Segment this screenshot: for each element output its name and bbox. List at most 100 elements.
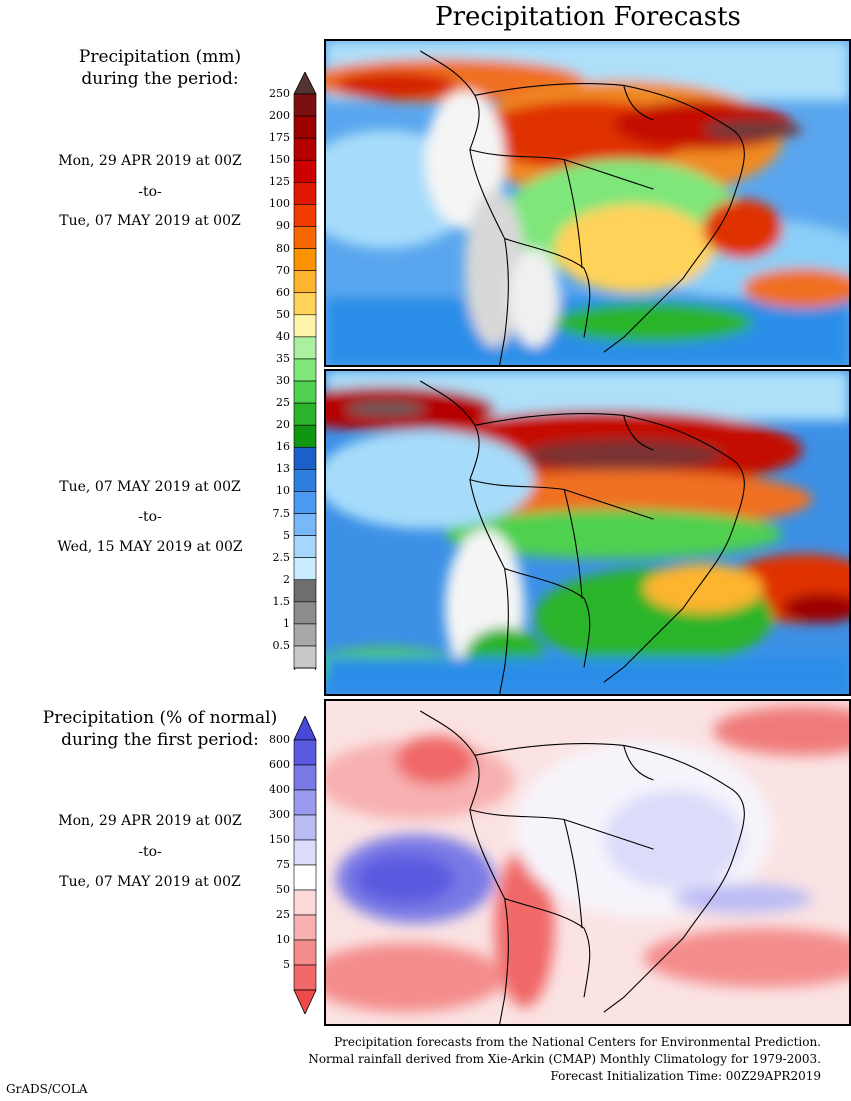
precip-colorbar-tick-label: 13: [276, 462, 290, 476]
anomaly-colorbar-tick-label: 5: [283, 958, 290, 971]
precip-colorbar-swatch: [293, 491, 317, 514]
period2-end: Wed, 15 MAY 2019 at 00Z: [57, 539, 243, 555]
precip-colorbar-swatch: [293, 292, 317, 316]
precip-colorbar-bottom-arrow: [293, 667, 317, 670]
anomaly-colorbar-swatch: [293, 789, 317, 816]
precip-colorbar-swatch: [293, 601, 317, 625]
footnote-line1: Precipitation forecasts from the Nationa…: [334, 1035, 821, 1049]
precip-colorbar-swatch: [293, 380, 317, 404]
period1-start: Mon, 29 APR 2019 at 00Z: [58, 153, 242, 169]
precip-colorbar-swatch: [293, 159, 317, 183]
precip-colorbar-swatch: [293, 204, 317, 227]
precip-colorbar-swatch: [293, 645, 317, 669]
anomaly-heading-line2: during the first period:: [61, 730, 259, 750]
precip-colorbar-swatch: [293, 623, 317, 647]
precip-colorbar-tick-label: 0.5: [272, 639, 291, 652]
precip-colorbar-tick-label: 30: [276, 374, 290, 388]
precip-colorbar-swatch: [293, 513, 317, 536]
anomaly-colorbar-swatch: [293, 814, 317, 841]
anomaly-colorbar-tick-label: 300: [269, 808, 290, 821]
precip-colorbar-tick-label: 150: [269, 153, 290, 167]
anomaly-colorbar-swatch: [293, 964, 317, 991]
anomaly-colorbar-tick-label: 800: [269, 733, 290, 746]
page-title: Precipitation Forecasts: [435, 2, 741, 32]
precip-colorbar-tick-label: 2: [283, 572, 290, 586]
anomaly-colorbar-tick-label: 75: [276, 858, 290, 871]
anomaly-colorbar-tick-label: 25: [276, 908, 290, 921]
precip-colorbar-swatch: [293, 402, 317, 426]
period1-sep: -to-: [138, 184, 162, 200]
precip-colorbar-swatch: [293, 226, 317, 249]
precip-colorbar-swatch: [293, 579, 317, 603]
anomaly-colorbar-tick-label: 150: [269, 833, 290, 846]
anomaly-colorbar-top-arrow: [293, 716, 317, 741]
anomaly-colorbar-swatch: [293, 739, 317, 766]
precip-colorbar-tick-label: 10: [276, 484, 290, 498]
anomaly-heading-line1: Precipitation (% of normal): [42, 708, 278, 728]
precip-colorbar-tick-label: 100: [269, 197, 290, 211]
precip-colorbar-tick-label: 1.5: [272, 594, 291, 608]
precip-colorbar-tick-label: 70: [276, 263, 290, 277]
precip-colorbar-swatch: [293, 446, 317, 470]
precip-colorbar-tick-label: 35: [276, 351, 290, 365]
precip-colorbar-swatch: [293, 557, 317, 581]
anomaly-map: [324, 699, 851, 1026]
anomaly-period-sep: -to-: [138, 844, 162, 860]
precip-colorbar-swatch: [293, 93, 317, 117]
precip-colorbar-tick-label: 40: [276, 329, 290, 343]
anomaly-colorbar-swatch: [293, 764, 317, 791]
precip-map-period2: [324, 369, 851, 696]
precip-colorbar-tick-label: 20: [276, 418, 290, 432]
precip-colorbar: [293, 72, 317, 670]
anomaly-colorbar-tick-label: 10: [276, 933, 290, 946]
precip-colorbar-swatch: [293, 469, 317, 492]
precip-colorbar-swatch: [293, 535, 317, 558]
period2-start: Tue, 07 MAY 2019 at 00Z: [59, 479, 241, 495]
precip-colorbar-tick-label: 5: [283, 528, 290, 542]
precip-colorbar-tick-label: 2.5: [272, 550, 291, 564]
period2-sep: -to-: [138, 509, 162, 525]
precip-colorbar-swatch: [293, 115, 317, 139]
anomaly-colorbar-swatch: [293, 939, 317, 966]
anomaly-period-start: Mon, 29 APR 2019 at 00Z: [58, 813, 242, 829]
precip-colorbar-tick-label: 250: [269, 87, 290, 100]
anomaly-colorbar-swatch: [293, 864, 317, 891]
precip-colorbar-tick-label: 200: [269, 109, 290, 123]
anomaly-colorbar: [293, 716, 317, 1014]
anomaly-colorbar-tick-label: 600: [269, 758, 290, 771]
footnote-line2: Normal rainfall derived from Xie-Arkin (…: [308, 1052, 821, 1066]
precip-map-period1: [324, 39, 851, 367]
precip-colorbar-swatch: [293, 137, 317, 161]
anomaly-heading: Precipitation (% of normal) during the f…: [0, 707, 320, 751]
precip-colorbar-swatch: [293, 248, 317, 271]
anomaly-colorbar-bottom-arrow: [293, 989, 317, 1014]
precip-heading: Precipitation (mm) during the period:: [0, 46, 320, 90]
precip-colorbar-tick-label: 125: [269, 175, 290, 189]
precip-colorbar-tick-label: 7.5: [272, 506, 291, 520]
precip-heading-line1: Precipitation (mm): [78, 47, 242, 67]
precip-colorbar-tick-label: 25: [276, 396, 290, 410]
anomaly-colorbar-swatch: [293, 889, 317, 916]
precip-colorbar-tick-label: 16: [276, 440, 290, 454]
precip-colorbar-swatch: [293, 270, 317, 294]
precip-colorbar-tick-label: 1: [283, 616, 290, 630]
anomaly-colorbar-tick-label: 50: [276, 883, 290, 896]
anomaly-colorbar-tick-label: 400: [269, 783, 290, 796]
precip-colorbar-tick-label: 50: [276, 307, 290, 321]
anomaly-colorbar-swatch: [293, 839, 317, 866]
precip-heading-line2: during the period:: [81, 69, 239, 89]
precip-colorbar-swatch: [293, 358, 317, 382]
precip-colorbar-top-arrow: [293, 72, 317, 95]
period1-end: Tue, 07 MAY 2019 at 00Z: [59, 213, 241, 229]
precip-colorbar-tick-label: 80: [276, 241, 290, 255]
precip-colorbar-swatch: [293, 182, 317, 205]
precip-colorbar-tick-label: 90: [276, 219, 290, 233]
precip-colorbar-tick-label: 175: [269, 131, 290, 145]
grads-credit: GrADS/COLA: [6, 1082, 88, 1096]
precip-colorbar-swatch: [293, 424, 317, 448]
anomaly-period-end: Tue, 07 MAY 2019 at 00Z: [59, 874, 241, 890]
precip-colorbar-swatch: [293, 314, 317, 338]
precip-colorbar-swatch: [293, 336, 317, 360]
footnote-line3: Forecast Initialization Time: 00Z29APR20…: [550, 1069, 821, 1083]
precip-colorbar-tick-label: 60: [276, 285, 290, 299]
